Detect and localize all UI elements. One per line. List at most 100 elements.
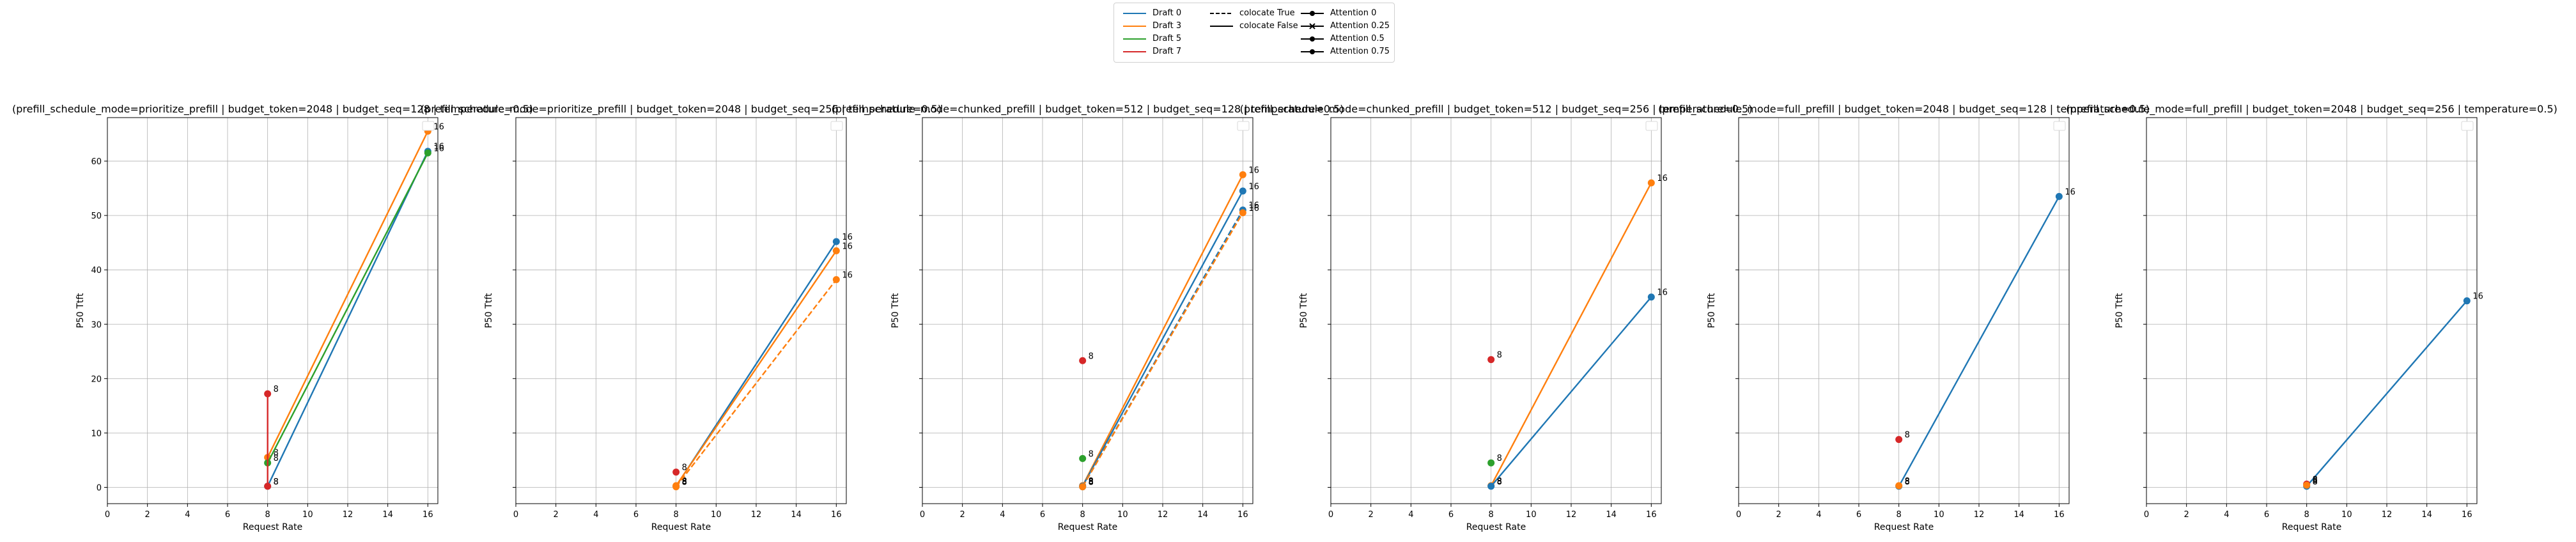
legend-swatch xyxy=(1210,13,1233,14)
y-axis-label: P50 Ttft xyxy=(890,293,901,328)
y-tick-label: 0 xyxy=(97,483,102,493)
data-point-label: 8 xyxy=(1089,449,1094,459)
data-point xyxy=(1079,483,1087,491)
x-tick-label: 16 xyxy=(831,510,842,520)
series-line xyxy=(2306,300,2468,487)
subplot-4: (prefill_schedule_mode=chunked_prefill |… xyxy=(1240,103,1753,532)
x-tick-label: 6 xyxy=(225,510,230,520)
y-tick-label: 50 xyxy=(91,212,102,221)
x-tick-label: 12 xyxy=(1566,510,1577,520)
data-point-label: 8 xyxy=(1905,477,1910,486)
subplot-title: (prefill_schedule_mode=prioritize_prefil… xyxy=(12,103,533,116)
series-line xyxy=(1490,296,1652,487)
data-point-label: 16 xyxy=(842,233,853,242)
series-draft-0: 8 16 xyxy=(1895,187,2076,490)
series-line xyxy=(267,151,429,487)
x-tick-label: 2 xyxy=(1776,510,1781,520)
data-point-label: 8 xyxy=(274,477,279,487)
x-tick-label: 6 xyxy=(2264,510,2269,520)
series-line xyxy=(267,152,429,463)
series-line xyxy=(1082,190,1244,487)
x-tick-label: 14 xyxy=(2013,510,2024,520)
x-tick-label: 4 xyxy=(2224,510,2229,520)
data-point xyxy=(1239,209,1246,217)
x-tick-label: 4 xyxy=(185,510,190,520)
series-draft-7: 8 xyxy=(1079,352,1094,364)
legend-swatch xyxy=(1123,51,1146,52)
data-point xyxy=(1647,293,1655,301)
data-point-label: 8 xyxy=(1089,478,1094,488)
x-tick-label: 14 xyxy=(1606,510,1617,520)
series-line xyxy=(267,130,429,458)
data-point-label: 16 xyxy=(433,143,444,152)
data-point-label: 16 xyxy=(1657,288,1668,298)
x-tick-label: 4 xyxy=(593,510,598,520)
data-point-label: 8 xyxy=(274,385,279,394)
x-tick-label: 12 xyxy=(1158,510,1168,520)
legend-swatch xyxy=(1123,13,1146,14)
data-point xyxy=(832,276,840,284)
series-draft-0: 8 16 xyxy=(1487,288,1668,490)
data-point-label: 8 xyxy=(274,477,279,487)
data-point-label: 8 xyxy=(1497,477,1502,487)
data-point xyxy=(2055,192,2063,200)
data-point-label: 16 xyxy=(2065,187,2076,197)
data-point-label: 16 xyxy=(1248,182,1259,192)
data-point xyxy=(1239,187,1246,195)
subplot-title: (prefill_schedule_mode=prioritize_prefil… xyxy=(421,103,942,116)
data-point xyxy=(424,149,431,157)
axes-frame xyxy=(1330,117,1662,504)
data-point xyxy=(1895,482,1903,490)
x-tick-label: 6 xyxy=(1040,510,1045,520)
x-tick-label: 4 xyxy=(1408,510,1413,520)
axes-frame xyxy=(2146,117,2478,504)
y-tick-label: 20 xyxy=(91,375,102,384)
x-tick-label: 6 xyxy=(633,510,639,520)
data-point-label: 8 xyxy=(1089,477,1094,486)
data-point xyxy=(2463,297,2471,305)
data-point xyxy=(1895,436,1903,444)
data-point xyxy=(1647,179,1655,187)
x-tick-label: 16 xyxy=(2462,510,2472,520)
x-tick-label: 6 xyxy=(1856,510,1861,520)
x-axis-label: Request Rate xyxy=(1874,522,1934,532)
x-tick-label: 12 xyxy=(2382,510,2393,520)
x-tick-label: 14 xyxy=(1197,510,1208,520)
series-draft-3: 8 xyxy=(1895,477,1910,490)
series-draft-0: 8 16 xyxy=(264,143,444,490)
subplot-3: (prefill_schedule_mode=chunked_prefill |… xyxy=(832,103,1344,532)
x-tick-label: 2 xyxy=(145,510,150,520)
axes-frame xyxy=(922,117,1253,504)
legend-swatch xyxy=(1123,38,1146,40)
series-line xyxy=(675,250,837,486)
data-point-label: 8 xyxy=(1089,478,1094,488)
series-line xyxy=(1898,196,2060,487)
data-point xyxy=(672,468,680,476)
x-axis-label: Request Rate xyxy=(1466,522,1526,532)
subplot-1: (prefill_schedule_mode=prioritize_prefil… xyxy=(12,103,533,532)
data-point-label: 8 xyxy=(682,463,687,473)
x-axis-label: Request Rate xyxy=(2282,522,2341,532)
data-point xyxy=(1079,454,1087,462)
x-tick-label: 16 xyxy=(423,510,433,520)
legend-label: Draft 5 xyxy=(1152,34,1182,43)
legend-marker-circle xyxy=(1310,36,1315,42)
data-point-label: 16 xyxy=(842,242,853,251)
y-axis-label: P50 Ttft xyxy=(2114,293,2125,328)
legend-label: colocate False xyxy=(1239,21,1298,31)
data-point-label: 8 xyxy=(682,477,687,486)
subplot-5: (prefill_schedule_mode=full_prefill | bu… xyxy=(1658,103,2150,532)
x-tick-label: 8 xyxy=(2304,510,2309,520)
subplot-title: (prefill_schedule_mode=chunked_prefill |… xyxy=(1240,103,1753,116)
subplot-title: (prefill_schedule_mode=full_prefill | bu… xyxy=(1658,103,2150,116)
data-point-label: 16 xyxy=(1248,201,1259,211)
legend-swatch xyxy=(1210,26,1233,27)
data-point-label: 8 xyxy=(274,449,279,458)
x-tick-label: 16 xyxy=(2054,510,2065,520)
x-tick-label: 0 xyxy=(1328,510,1333,520)
axes-frame xyxy=(107,117,438,504)
legend-label: colocate True xyxy=(1239,8,1295,18)
data-point-label: 8 xyxy=(1497,477,1502,486)
x-tick-label: 12 xyxy=(1974,510,1985,520)
